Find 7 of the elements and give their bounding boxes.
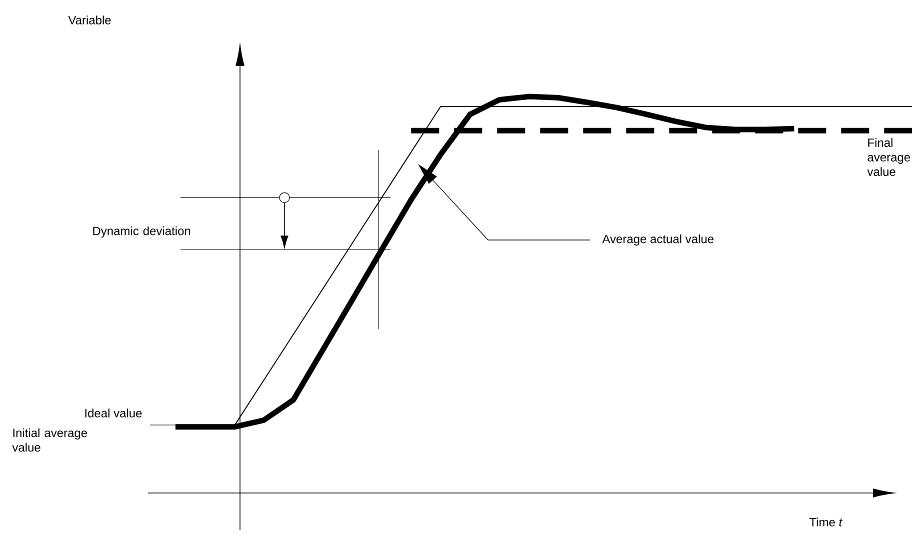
text: Ideal value xyxy=(85,408,142,418)
text: Variable xyxy=(68,16,111,24)
x-axis-title: Time t xyxy=(809,518,843,526)
text: Average actual value xyxy=(602,234,714,246)
annotation: Dynamic deviation xyxy=(93,226,190,238)
text: Initial average value xyxy=(12,428,88,452)
series-label: Final average value xyxy=(867,138,910,176)
